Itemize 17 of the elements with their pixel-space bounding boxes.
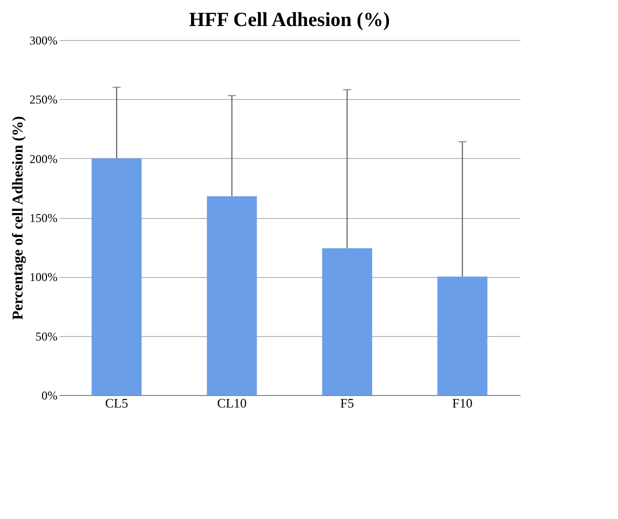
bar xyxy=(206,196,257,395)
y-tick-label: 200% xyxy=(30,152,58,166)
y-tick-label: 250% xyxy=(30,92,58,107)
y-tick-label: 300% xyxy=(30,34,58,48)
y-tick-label: 50% xyxy=(36,329,58,344)
y-tick-label: 0% xyxy=(42,388,58,402)
y-axis-title: Percentage of cell Adhesion (%) xyxy=(10,116,27,320)
bar xyxy=(322,248,372,395)
y-tick-label: 100% xyxy=(30,270,58,284)
y-tick-label: 150% xyxy=(30,211,58,225)
x-tick-label: F10 xyxy=(452,396,472,410)
chart-title: HFF Cell Adhesion (%) xyxy=(189,9,390,31)
x-tick-label: CL5 xyxy=(105,396,128,410)
bar xyxy=(437,276,488,395)
bar xyxy=(92,158,142,395)
x-tick-label: CL10 xyxy=(217,396,247,410)
x-tick-label: F5 xyxy=(340,396,354,410)
